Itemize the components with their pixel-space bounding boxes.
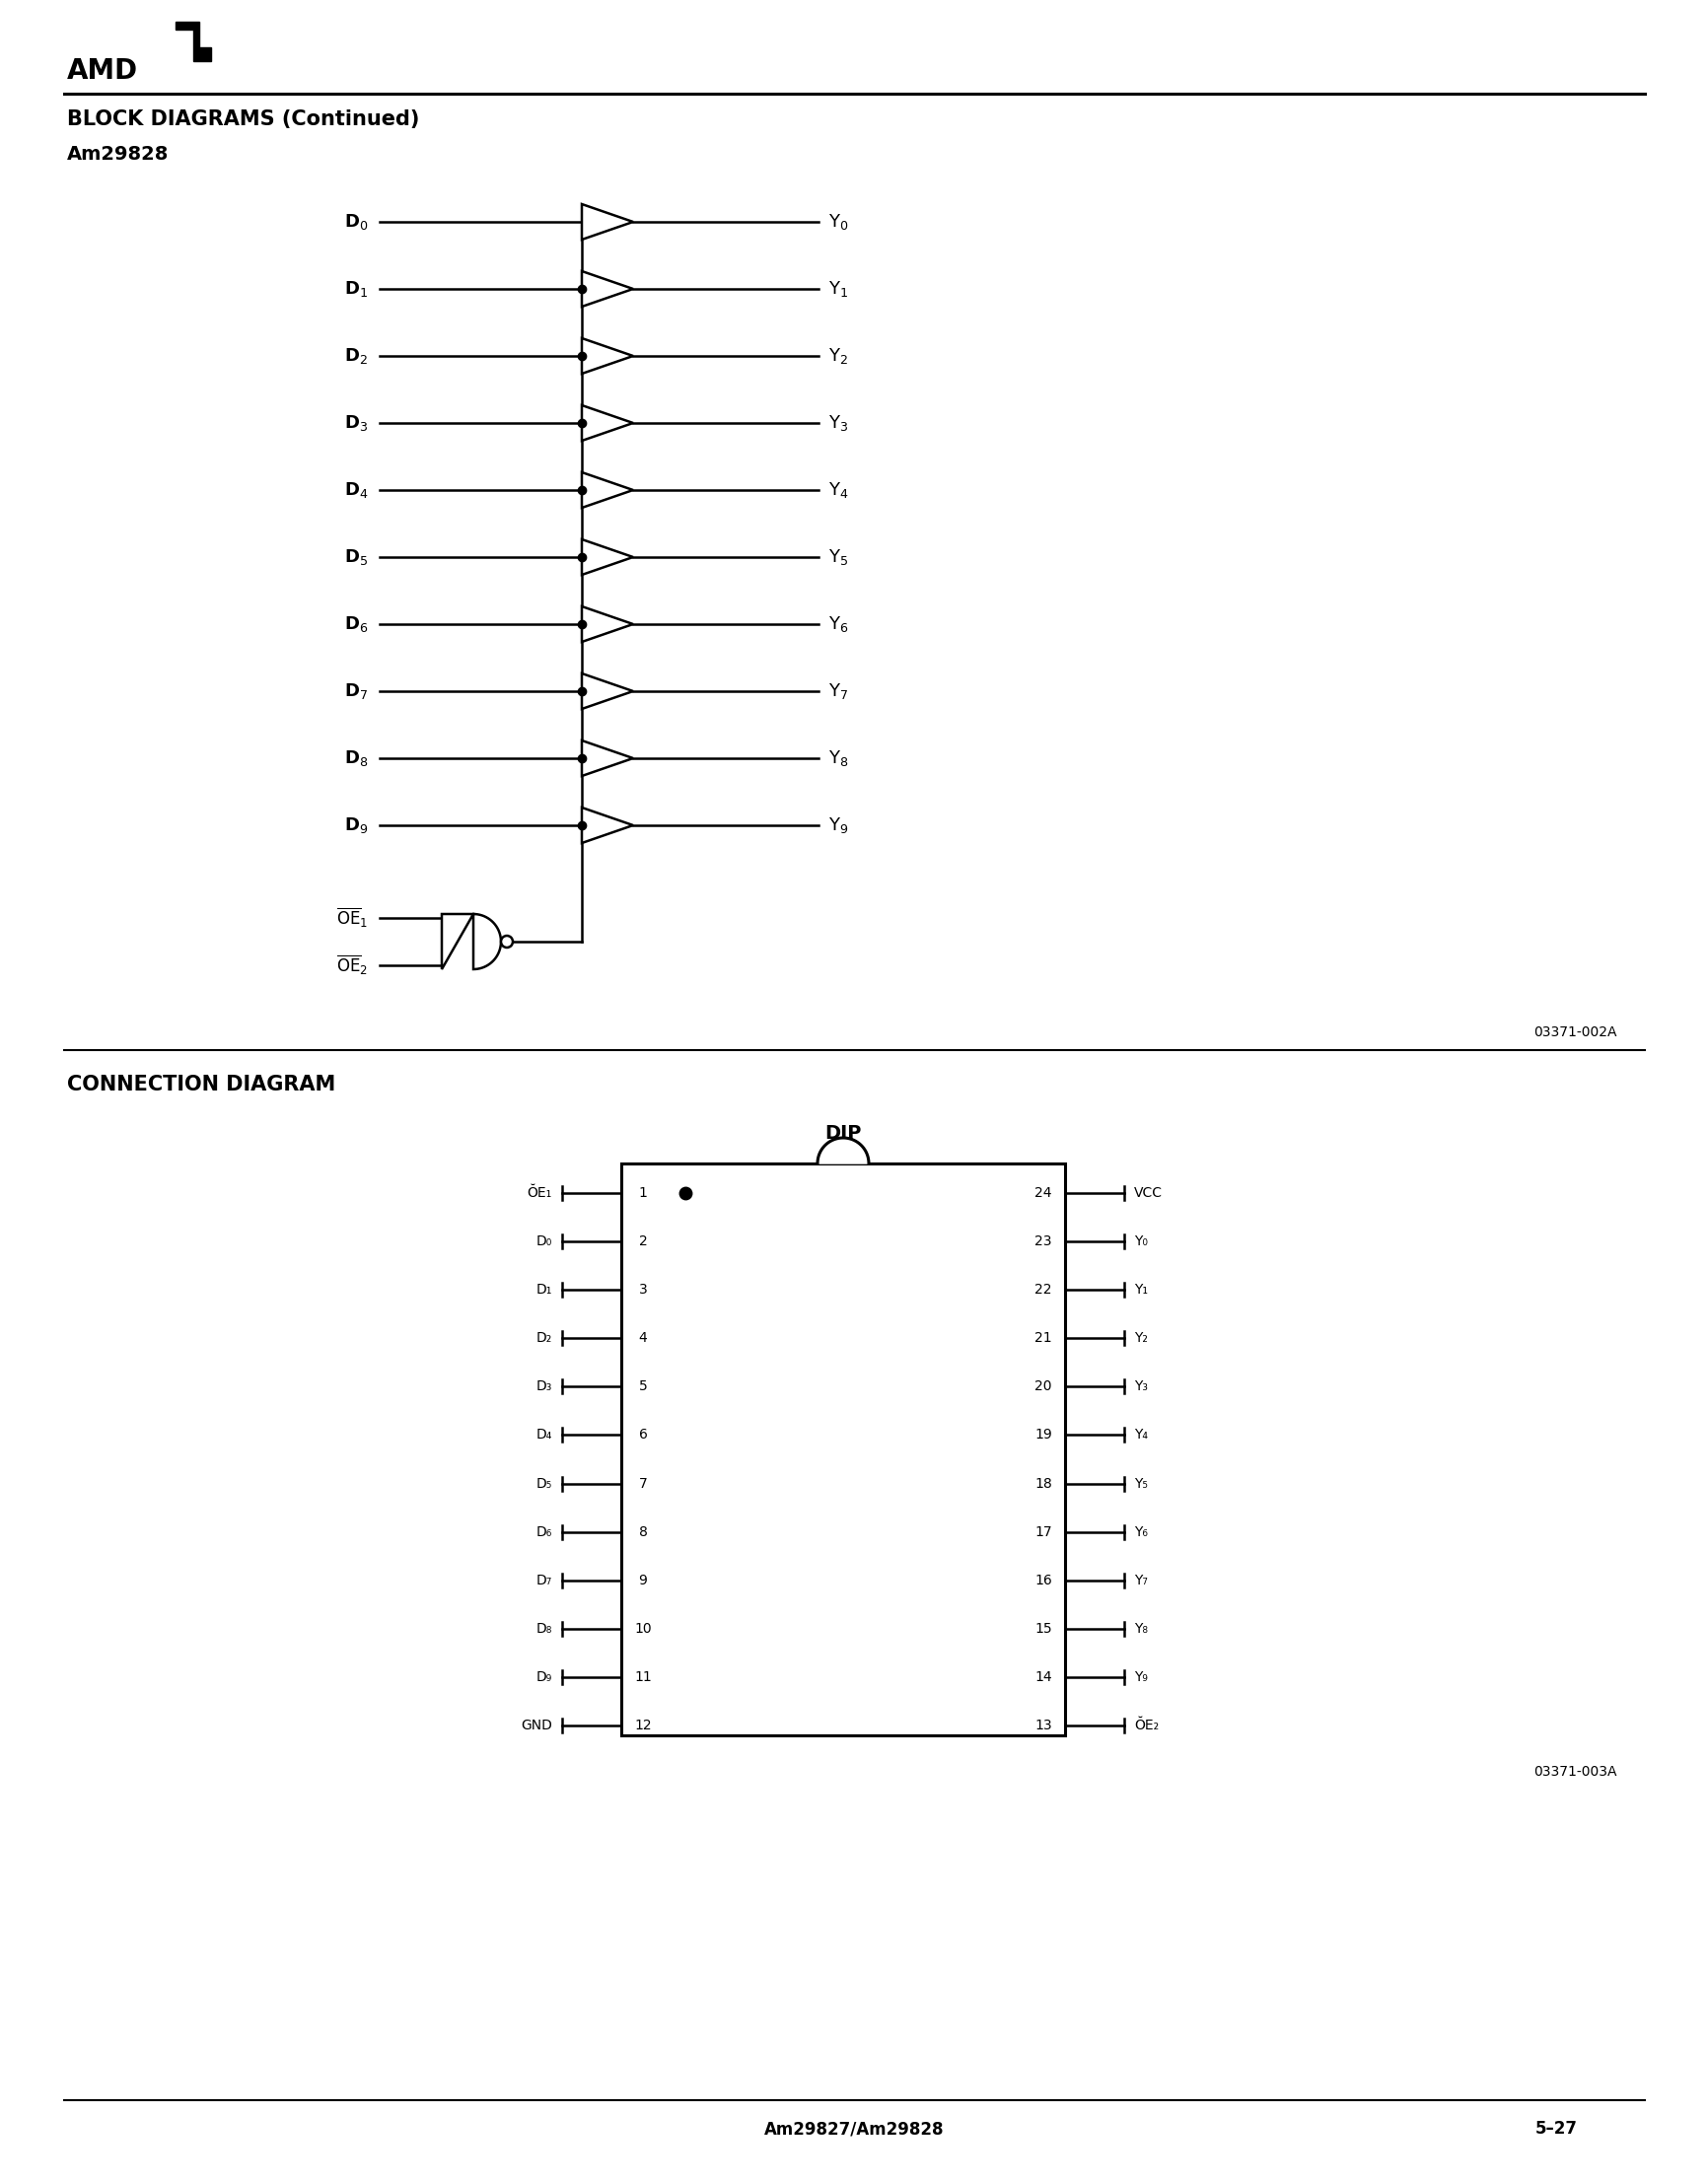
Text: VCC: VCC xyxy=(1134,1187,1161,1200)
Polygon shape xyxy=(581,674,632,709)
Text: Y$_4$: Y$_4$ xyxy=(828,480,849,500)
Text: 9: 9 xyxy=(639,1573,647,1586)
Polygon shape xyxy=(442,914,500,969)
Polygon shape xyxy=(581,740,632,777)
Text: Am29828: Am29828 xyxy=(67,144,169,164)
Text: Y$_1$: Y$_1$ xyxy=(828,279,847,299)
Text: Y₀: Y₀ xyxy=(1134,1235,1148,1248)
Text: 16: 16 xyxy=(1033,1573,1052,1586)
Text: 23: 23 xyxy=(1033,1235,1052,1248)
Text: 5: 5 xyxy=(639,1379,647,1394)
Circle shape xyxy=(500,936,512,947)
Text: 10: 10 xyxy=(634,1621,651,1636)
Text: 19: 19 xyxy=(1033,1429,1052,1442)
Polygon shape xyxy=(581,205,632,240)
Text: Y$_2$: Y$_2$ xyxy=(828,347,847,367)
Polygon shape xyxy=(816,1137,868,1163)
Polygon shape xyxy=(581,338,632,373)
Text: 6: 6 xyxy=(639,1429,647,1442)
Text: D₆: D₆ xyxy=(536,1525,552,1538)
Text: D$_8$: D$_8$ xyxy=(343,748,367,768)
Text: 03371-002A: 03371-002A xyxy=(1534,1026,1616,1039)
Text: 22: 22 xyxy=(1033,1283,1052,1296)
Text: 13: 13 xyxy=(1033,1719,1052,1733)
Text: D$_0$: D$_0$ xyxy=(343,212,367,231)
Text: $\overline{\mathrm{OE}}_2$: $\overline{\mathrm{OE}}_2$ xyxy=(336,954,367,978)
Text: D₃: D₃ xyxy=(536,1379,552,1394)
Text: D₅: D₅ xyxy=(536,1477,552,1490)
Text: $\overline{\mathrm{OE}}_1$: $\overline{\mathrm{OE}}_1$ xyxy=(336,906,367,930)
Text: 21: 21 xyxy=(1033,1331,1052,1344)
Text: D$_4$: D$_4$ xyxy=(343,480,367,500)
Text: 5–27: 5–27 xyxy=(1534,2121,1576,2138)
Text: 11: 11 xyxy=(634,1669,651,1685)
Text: Y$_9$: Y$_9$ xyxy=(828,816,847,836)
Text: Y₆: Y₆ xyxy=(1134,1525,1148,1538)
Text: 14: 14 xyxy=(1033,1669,1052,1685)
Text: 17: 17 xyxy=(1033,1525,1052,1538)
Bar xyxy=(622,1163,1064,1735)
Text: Y$_6$: Y$_6$ xyxy=(828,615,847,635)
Text: 7: 7 xyxy=(639,1477,647,1490)
Text: Y₇: Y₇ xyxy=(1134,1573,1148,1586)
Polygon shape xyxy=(581,807,632,842)
Text: Y$_0$: Y$_0$ xyxy=(828,212,847,231)
Text: 24: 24 xyxy=(1033,1187,1052,1200)
Text: D₉: D₉ xyxy=(536,1669,552,1685)
Text: D₄: D₄ xyxy=(536,1429,552,1442)
Text: D₇: D₇ xyxy=(536,1573,552,1586)
Text: D$_3$: D$_3$ xyxy=(343,412,367,432)
Text: Y₈: Y₈ xyxy=(1134,1621,1148,1636)
Text: AMD: AMD xyxy=(67,57,138,85)
Text: 3: 3 xyxy=(639,1283,647,1296)
Text: 12: 12 xyxy=(634,1719,651,1733)
Text: D₈: D₈ xyxy=(536,1621,552,1636)
Text: 1: 1 xyxy=(639,1187,647,1200)
Text: Y$_5$: Y$_5$ xyxy=(828,548,847,567)
Text: Y₉: Y₉ xyxy=(1134,1669,1148,1685)
Text: D$_1$: D$_1$ xyxy=(343,279,367,299)
Text: DIP: DIP xyxy=(825,1124,861,1143)
Text: Y$_3$: Y$_3$ xyxy=(828,412,847,432)
Text: Y₅: Y₅ xyxy=(1134,1477,1148,1490)
Text: CONNECTION DIAGRAM: CONNECTION DIAGRAM xyxy=(67,1076,335,1095)
Text: 2: 2 xyxy=(639,1235,647,1248)
Text: 4: 4 xyxy=(639,1331,647,1344)
Text: Am29827/Am29828: Am29827/Am29828 xyxy=(763,2121,943,2138)
Text: D$_9$: D$_9$ xyxy=(343,816,367,836)
Text: D₁: D₁ xyxy=(536,1283,552,1296)
Text: D$_2$: D$_2$ xyxy=(343,347,367,367)
Text: ŎE₂: ŎE₂ xyxy=(1134,1719,1158,1733)
Text: 20: 20 xyxy=(1033,1379,1052,1394)
Polygon shape xyxy=(581,271,632,308)
Text: D$_7$: D$_7$ xyxy=(343,681,367,700)
Text: GND: GND xyxy=(521,1719,552,1733)
Polygon shape xyxy=(581,607,632,642)
Polygon shape xyxy=(581,539,632,574)
Polygon shape xyxy=(176,22,210,61)
Text: Y$_8$: Y$_8$ xyxy=(828,748,847,768)
Text: BLOCK DIAGRAMS (Continued): BLOCK DIAGRAMS (Continued) xyxy=(67,109,418,129)
Text: D$_6$: D$_6$ xyxy=(343,615,367,635)
Text: 15: 15 xyxy=(1033,1621,1052,1636)
Text: Y₄: Y₄ xyxy=(1134,1429,1148,1442)
Text: Y₂: Y₂ xyxy=(1134,1331,1148,1344)
Text: D₂: D₂ xyxy=(536,1331,552,1344)
Text: Y$_7$: Y$_7$ xyxy=(828,681,847,700)
Text: 18: 18 xyxy=(1033,1477,1052,1490)
Polygon shape xyxy=(581,471,632,508)
Polygon shape xyxy=(581,406,632,441)
Text: Y₁: Y₁ xyxy=(1134,1283,1148,1296)
Text: 8: 8 xyxy=(639,1525,647,1538)
Text: Y₃: Y₃ xyxy=(1134,1379,1148,1394)
Text: ŎE₁: ŎE₁ xyxy=(528,1187,552,1200)
Text: D$_5$: D$_5$ xyxy=(343,548,367,567)
Text: 03371-003A: 03371-003A xyxy=(1534,1765,1616,1778)
Text: D₀: D₀ xyxy=(536,1235,552,1248)
